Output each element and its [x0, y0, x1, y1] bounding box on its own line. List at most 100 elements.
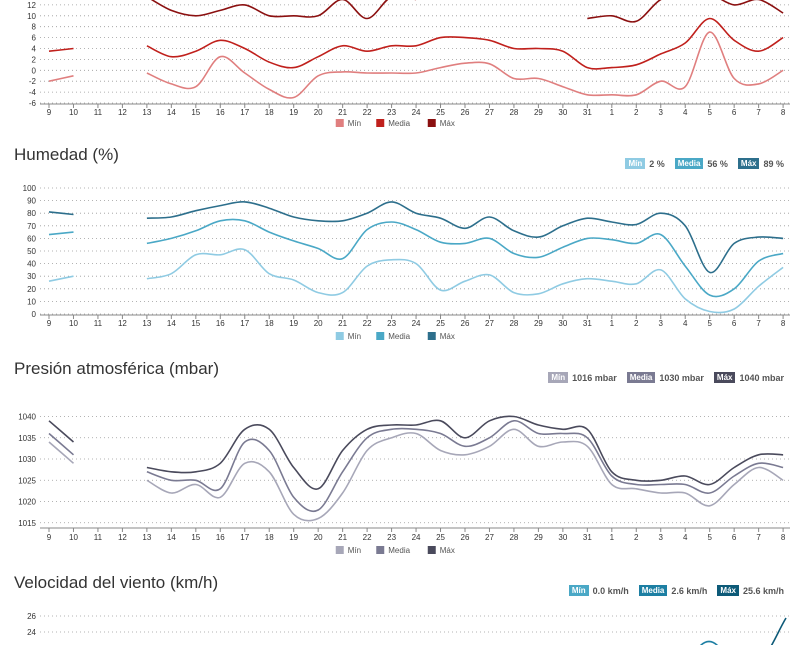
y-tick-label: 90 [27, 197, 36, 206]
wind-title: Velocidad del viento (km/h) [14, 573, 219, 592]
y-tick-label: 2 [32, 55, 37, 64]
stat-value-0: 2 % [649, 158, 665, 169]
series-line-Máx [146, 415, 784, 490]
stat-value-1: 56 % [707, 158, 728, 169]
series-line-partial [699, 640, 719, 645]
x-tick-label: 8 [781, 533, 786, 542]
x-tick-label: 28 [509, 319, 518, 328]
x-tick-label: 14 [167, 319, 176, 328]
x-tick-label: 15 [191, 533, 200, 542]
series-line-Media [146, 218, 784, 298]
series-line-partial [770, 617, 787, 645]
y-tick-label: 10 [27, 297, 36, 306]
y-tick-label: 1030 [18, 455, 36, 464]
stat-badge-2: Máx [737, 158, 760, 169]
x-tick-label: 6 [732, 319, 737, 328]
x-tick-label: 17 [240, 533, 249, 542]
series-line-Mín [48, 441, 75, 464]
y-tick-label: 80 [27, 209, 36, 218]
x-tick-label: 21 [338, 533, 347, 542]
x-tick-label: 13 [142, 108, 151, 117]
y-tick-label: 100 [23, 184, 37, 193]
y-tick-label: 8 [32, 23, 37, 32]
legend-swatch [376, 546, 385, 554]
x-tick-label: 21 [338, 319, 347, 328]
x-tick-label: 12 [118, 108, 127, 117]
x-tick-label: 9 [47, 319, 52, 328]
x-tick-label: 28 [509, 533, 518, 542]
x-tick-label: 5 [707, 533, 712, 542]
x-tick-label: 18 [265, 319, 274, 328]
x-tick-label: 18 [265, 533, 274, 542]
stat-value-1: 1030 mbar [659, 372, 704, 383]
legend-label[interactable]: Media [388, 119, 410, 128]
x-tick-label: 11 [94, 533, 103, 542]
x-tick-label: 6 [732, 533, 737, 542]
legend-label[interactable]: Mín [348, 546, 361, 555]
legend-label[interactable]: Máx [440, 119, 455, 128]
x-tick-label: 6 [732, 108, 737, 117]
x-tick-label: 17 [240, 108, 249, 117]
stat-value-1: 2.6 km/h [671, 585, 708, 596]
humidity-title: Humedad (%) [14, 145, 119, 164]
x-tick-label: 23 [387, 319, 396, 328]
legend-swatch [335, 119, 344, 127]
y-tick-label: 12 [27, 1, 36, 10]
stat-value-2: 1040 mbar [739, 372, 784, 383]
x-tick-label: 7 [756, 108, 761, 117]
legend-label[interactable]: Mín [348, 332, 361, 341]
series-line-Media [48, 47, 74, 52]
y-tick-label: 1020 [18, 498, 36, 507]
x-tick-label: 16 [216, 533, 225, 542]
x-tick-label: 11 [94, 108, 103, 117]
x-tick-label: 9 [47, 108, 52, 117]
y-tick-label: 1040 [18, 413, 36, 422]
x-tick-label: 2 [634, 533, 639, 542]
x-tick-label: 9 [47, 533, 52, 542]
series-line-Mín [48, 75, 74, 82]
legend-label[interactable]: Mín [348, 119, 361, 128]
y-tick-label: 10 [27, 12, 36, 21]
x-tick-label: 8 [781, 319, 786, 328]
legend-swatch [335, 546, 344, 554]
x-tick-label: 2 [634, 108, 639, 117]
legend-label[interactable]: Media [388, 332, 410, 341]
x-tick-label: 17 [240, 319, 249, 328]
x-tick-label: 18 [265, 108, 274, 117]
legend-label[interactable]: Media [388, 546, 410, 555]
legend-swatch [376, 332, 385, 340]
series-line-Máx [48, 420, 75, 443]
x-tick-label: 27 [485, 319, 494, 328]
y-tick-label: 60 [27, 234, 36, 243]
pressure-title: Presión atmosférica (mbar) [14, 359, 220, 378]
x-tick-label: 10 [69, 108, 78, 117]
y-tick-label: -2 [29, 77, 37, 86]
series-line-Mín [146, 31, 784, 99]
x-tick-label: 3 [659, 108, 664, 117]
y-tick-label: 0 [32, 66, 37, 75]
x-tick-label: 27 [485, 533, 494, 542]
series-line-Máx [48, 211, 74, 216]
x-tick-label: 8 [781, 108, 786, 117]
x-tick-label: 21 [338, 108, 347, 117]
legend-label[interactable]: Máx [440, 546, 455, 555]
stat-badge-0: Mín [548, 372, 569, 383]
legend-swatch [427, 332, 436, 340]
legend-label[interactable]: Máx [440, 332, 455, 341]
x-tick-label: 16 [216, 108, 225, 117]
series-line-Máx [587, 0, 784, 23]
x-tick-label: 2 [634, 319, 639, 328]
humidity-stats: Mín 2 % Media 56 % Máx 89 % [625, 158, 790, 169]
x-tick-label: 31 [583, 319, 592, 328]
y-tick-label: 1025 [18, 476, 36, 485]
x-tick-label: 13 [142, 533, 151, 542]
x-tick-label: 19 [289, 533, 298, 542]
x-tick-label: 26 [461, 533, 470, 542]
x-tick-label: 29 [534, 533, 543, 542]
x-tick-label: 4 [683, 108, 688, 117]
y-tick-label: 4 [32, 45, 37, 54]
y-tick-label: -6 [29, 99, 37, 108]
series-line-Media [48, 432, 75, 456]
